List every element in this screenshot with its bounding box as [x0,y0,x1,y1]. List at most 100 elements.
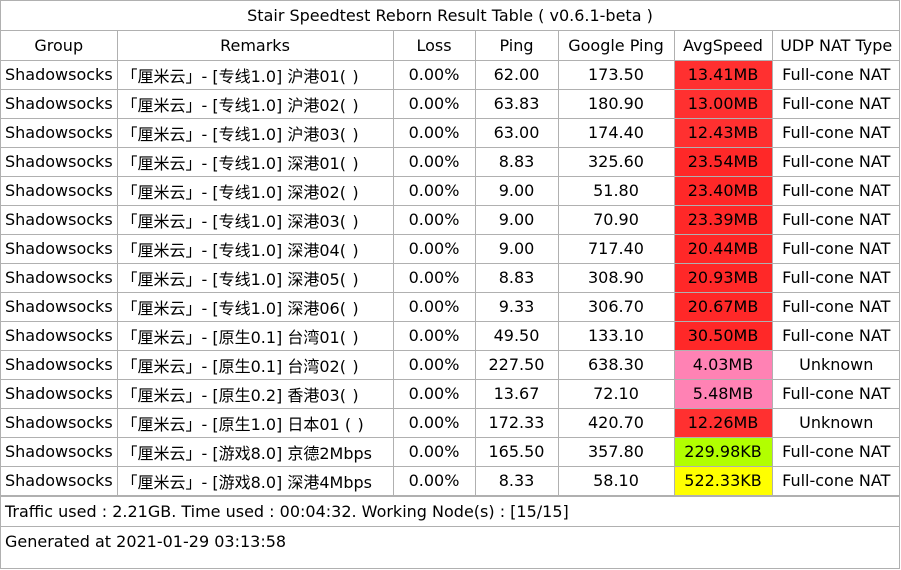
cell-ping: 227.50 [474,349,559,380]
cell-group: Shadowsocks [1,436,118,467]
cell-ping: 165.50 [474,436,559,467]
cell-google-ping: 51.80 [557,175,675,206]
cell-udp-nat-type: Full-cone NAT [771,117,900,148]
cell-avg-speed: 20.67MB [673,291,773,322]
cell-ping: 9.33 [474,291,559,322]
cell-ping: 63.00 [474,117,559,148]
table-row: Shadowsocks 「厘米云」- [游戏8.0] 深港4Mbps 0.00% 8.… [1,465,900,496]
generated-timestamp: Generated at 2021-01-29 03:13:58 [1,525,899,556]
cell-udp-nat-type: Full-cone NAT [771,378,900,409]
cell-group: Shadowsocks [1,233,118,264]
result-table: Group Remarks Loss Ping Google Ping AvgS… [1,31,900,496]
cell-google-ping: 357.80 [557,436,675,467]
cell-avg-speed: 12.26MB [673,407,773,438]
column-header-ping: Ping [474,31,559,61]
column-header-udp-nat-type: UDP NAT Type [771,31,900,61]
cell-remarks: 「厘米云」- [专线1.0] 深港05( ) [116,262,394,293]
cell-udp-nat-type: Unknown [771,407,900,438]
traffic-summary: Traffic used : 2.21GB. Time used : 00:04… [1,495,899,526]
column-header-google-ping: Google Ping [557,31,675,61]
cell-loss: 0.00% [392,349,476,380]
cell-google-ping: 420.70 [557,407,675,438]
cell-avg-speed: 30.50MB [673,320,773,351]
table-row: Shadowsocks 「厘米云」- [专线1.0] 沪港02( ) 0.00% 63… [1,88,900,119]
cell-loss: 0.00% [392,146,476,177]
header-row: Group Remarks Loss Ping Google Ping AvgS… [1,31,900,61]
cell-avg-speed: 23.40MB [673,175,773,206]
cell-remarks: 「厘米云」- [原生0.1] 台湾02( ) [116,349,394,380]
cell-udp-nat-type: Full-cone NAT [771,60,900,90]
cell-ping: 8.83 [474,262,559,293]
column-header-group: Group [1,31,118,61]
cell-google-ping: 717.40 [557,233,675,264]
cell-ping: 9.00 [474,233,559,264]
cell-group: Shadowsocks [1,60,118,90]
cell-group: Shadowsocks [1,465,118,496]
cell-group: Shadowsocks [1,262,118,293]
table-row: Shadowsocks 「厘米云」- [原生0.2] 香港03( ) 0.00% 13… [1,378,900,409]
cell-avg-speed: 12.43MB [673,117,773,148]
cell-loss: 0.00% [392,407,476,438]
cell-loss: 0.00% [392,320,476,351]
table-row: Shadowsocks 「厘米云」- [专线1.0] 深港03( ) 0.00% 9.… [1,204,900,235]
cell-udp-nat-type: Unknown [771,349,900,380]
cell-group: Shadowsocks [1,175,118,206]
cell-ping: 9.00 [474,204,559,235]
cell-remarks: 「厘米云」- [游戏8.0] 深港4Mbps [116,465,394,496]
table-row: Shadowsocks 「厘米云」- [专线1.0] 沪港03( ) 0.00% 63… [1,117,900,148]
cell-ping: 8.83 [474,146,559,177]
table-title: Stair Speedtest Reborn Result Table ( v0… [1,1,899,31]
cell-google-ping: 58.10 [557,465,675,496]
cell-remarks: 「厘米云」- [游戏8.0] 京德2Mbps [116,436,394,467]
cell-loss: 0.00% [392,175,476,206]
cell-udp-nat-type: Full-cone NAT [771,146,900,177]
table-row: Shadowsocks 「厘米云」- [专线1.0] 深港06( ) 0.00% 9.… [1,291,900,322]
cell-group: Shadowsocks [1,146,118,177]
cell-group: Shadowsocks [1,88,118,119]
cell-google-ping: 174.40 [557,117,675,148]
cell-loss: 0.00% [392,291,476,322]
table-row: Shadowsocks 「厘米云」- [专线1.0] 深港02( ) 0.00% 9.… [1,175,900,206]
cell-group: Shadowsocks [1,378,118,409]
table-row: Shadowsocks 「厘米云」- [原生0.1] 台湾02( ) 0.00% 22… [1,349,900,380]
cell-avg-speed: 5.48MB [673,378,773,409]
cell-google-ping: 72.10 [557,378,675,409]
cell-udp-nat-type: Full-cone NAT [771,175,900,206]
cell-udp-nat-type: Full-cone NAT [771,320,900,351]
cell-udp-nat-type: Full-cone NAT [771,262,900,293]
cell-group: Shadowsocks [1,291,118,322]
column-header-remarks: Remarks [116,31,394,61]
cell-ping: 13.67 [474,378,559,409]
cell-remarks: 「厘米云」- [原生0.2] 香港03( ) [116,378,394,409]
cell-remarks: 「厘米云」- [专线1.0] 深港06( ) [116,291,394,322]
cell-udp-nat-type: Full-cone NAT [771,233,900,264]
column-header-avg-speed: AvgSpeed [673,31,773,61]
cell-loss: 0.00% [392,436,476,467]
cell-loss: 0.00% [392,465,476,496]
cell-avg-speed: 20.44MB [673,233,773,264]
cell-remarks: 「厘米云」- [原生0.1] 台湾01( ) [116,320,394,351]
cell-ping: 8.33 [474,465,559,496]
cell-remarks: 「厘米云」- [专线1.0] 沪港03( ) [116,117,394,148]
cell-remarks: 「厘米云」- [专线1.0] 深港02( ) [116,175,394,206]
cell-avg-speed: 13.41MB [673,60,773,90]
cell-avg-speed: 23.54MB [673,146,773,177]
cell-ping: 172.33 [474,407,559,438]
cell-remarks: 「厘米云」- [专线1.0] 深港03( ) [116,204,394,235]
cell-ping: 62.00 [474,60,559,90]
cell-ping: 9.00 [474,175,559,206]
cell-google-ping: 306.70 [557,291,675,322]
cell-group: Shadowsocks [1,349,118,380]
table-body: Shadowsocks 「厘米云」- [专线1.0] 沪港01( ) 0.00% 62… [1,60,900,496]
cell-google-ping: 638.30 [557,349,675,380]
cell-loss: 0.00% [392,262,476,293]
cell-loss: 0.00% [392,233,476,264]
cell-loss: 0.00% [392,204,476,235]
column-header-loss: Loss [392,31,476,61]
cell-group: Shadowsocks [1,320,118,351]
cell-loss: 0.00% [392,378,476,409]
cell-loss: 0.00% [392,88,476,119]
cell-group: Shadowsocks [1,407,118,438]
cell-google-ping: 325.60 [557,146,675,177]
